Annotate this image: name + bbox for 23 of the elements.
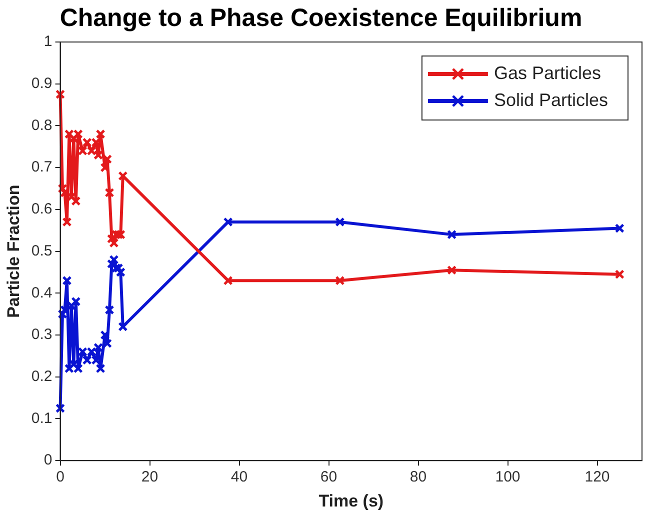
y-tick-label: 0.4 xyxy=(31,284,52,302)
y-tick-label: 0.5 xyxy=(31,242,52,260)
x-axis-title: Time (s) xyxy=(318,491,384,510)
y-tick-label: 0.8 xyxy=(31,116,52,134)
x-tick-label: 20 xyxy=(141,468,158,486)
x-tick-label: 100 xyxy=(495,468,520,486)
y-tick-label: 0.2 xyxy=(31,368,52,386)
y-axis-title: Particle Fraction xyxy=(4,184,23,318)
legend-label: Gas Particles xyxy=(494,62,601,83)
y-tick-label: 0.7 xyxy=(31,158,52,176)
legend-label: Solid Particles xyxy=(494,90,608,110)
x-tick-label: 80 xyxy=(410,468,427,486)
x-tick-label: 120 xyxy=(584,468,610,486)
y-tick-label: 0 xyxy=(44,452,52,469)
y-tick-label: 0.6 xyxy=(31,200,52,218)
y-tick-label: 0.3 xyxy=(31,326,52,344)
chart-title: Change to a Phase Coexistence Equilibrium xyxy=(60,4,582,32)
x-tick-label: 40 xyxy=(230,468,248,486)
y-tick-label: 0.1 xyxy=(31,410,52,427)
y-tick-label: 1 xyxy=(44,33,52,50)
x-tick-label: 60 xyxy=(320,468,338,486)
x-tick-label: 0 xyxy=(56,468,64,486)
y-tick-label: 0.9 xyxy=(31,75,52,92)
